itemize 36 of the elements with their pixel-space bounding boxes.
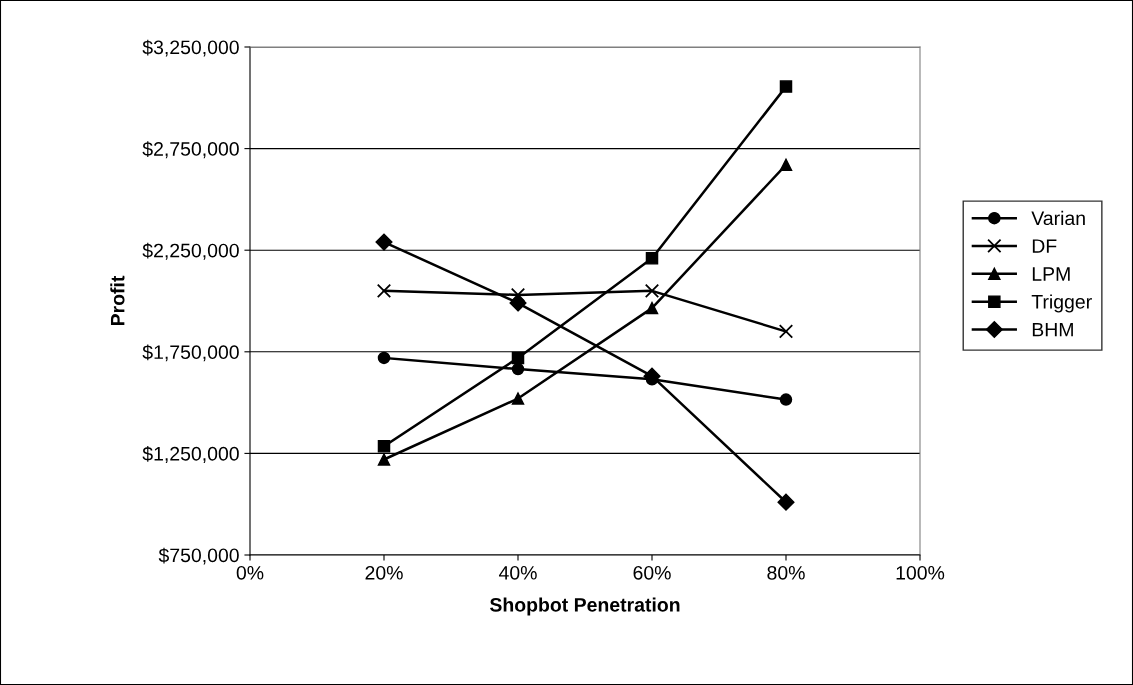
y-tick-label: $2,250,000 <box>142 242 239 260</box>
point <box>377 440 391 453</box>
x-axis-title: Shopbot Penetration <box>489 597 680 616</box>
point <box>644 283 660 298</box>
legend-label: Trigger <box>1031 294 1092 313</box>
point <box>510 287 526 303</box>
point <box>376 283 392 298</box>
point <box>779 80 793 93</box>
point <box>511 362 525 376</box>
y-tick-label: $1,250,000 <box>142 446 239 463</box>
point <box>778 324 794 339</box>
y-tick-label: $2,750,000 <box>142 141 239 159</box>
y-tick-label: $3,250,000 <box>142 39 239 57</box>
x-tick-label: 60% <box>633 565 671 580</box>
x-tick-label: 40% <box>498 565 537 580</box>
point <box>645 301 659 315</box>
x-tick-label: 20% <box>365 565 403 580</box>
y-axis-title: Profit <box>110 275 125 326</box>
y-tick-label: $750,000 <box>158 547 239 565</box>
point <box>377 351 391 365</box>
legend-label: DF <box>1032 239 1057 253</box>
point <box>511 351 525 365</box>
point <box>375 233 393 251</box>
x-tick-label: 80% <box>767 565 805 580</box>
point <box>645 252 659 265</box>
point <box>779 393 793 406</box>
x-tick-label: 0% <box>236 565 264 580</box>
point <box>511 392 525 405</box>
legend-label: BHM <box>1032 322 1073 337</box>
x-tick-label: 100% <box>896 565 945 580</box>
point <box>377 453 391 466</box>
legend-label: LPM <box>1032 267 1070 281</box>
point <box>779 158 793 172</box>
legend-label: Varian <box>1031 210 1085 226</box>
y-tick-label: $1,750,000 <box>142 344 239 362</box>
point <box>777 493 795 511</box>
